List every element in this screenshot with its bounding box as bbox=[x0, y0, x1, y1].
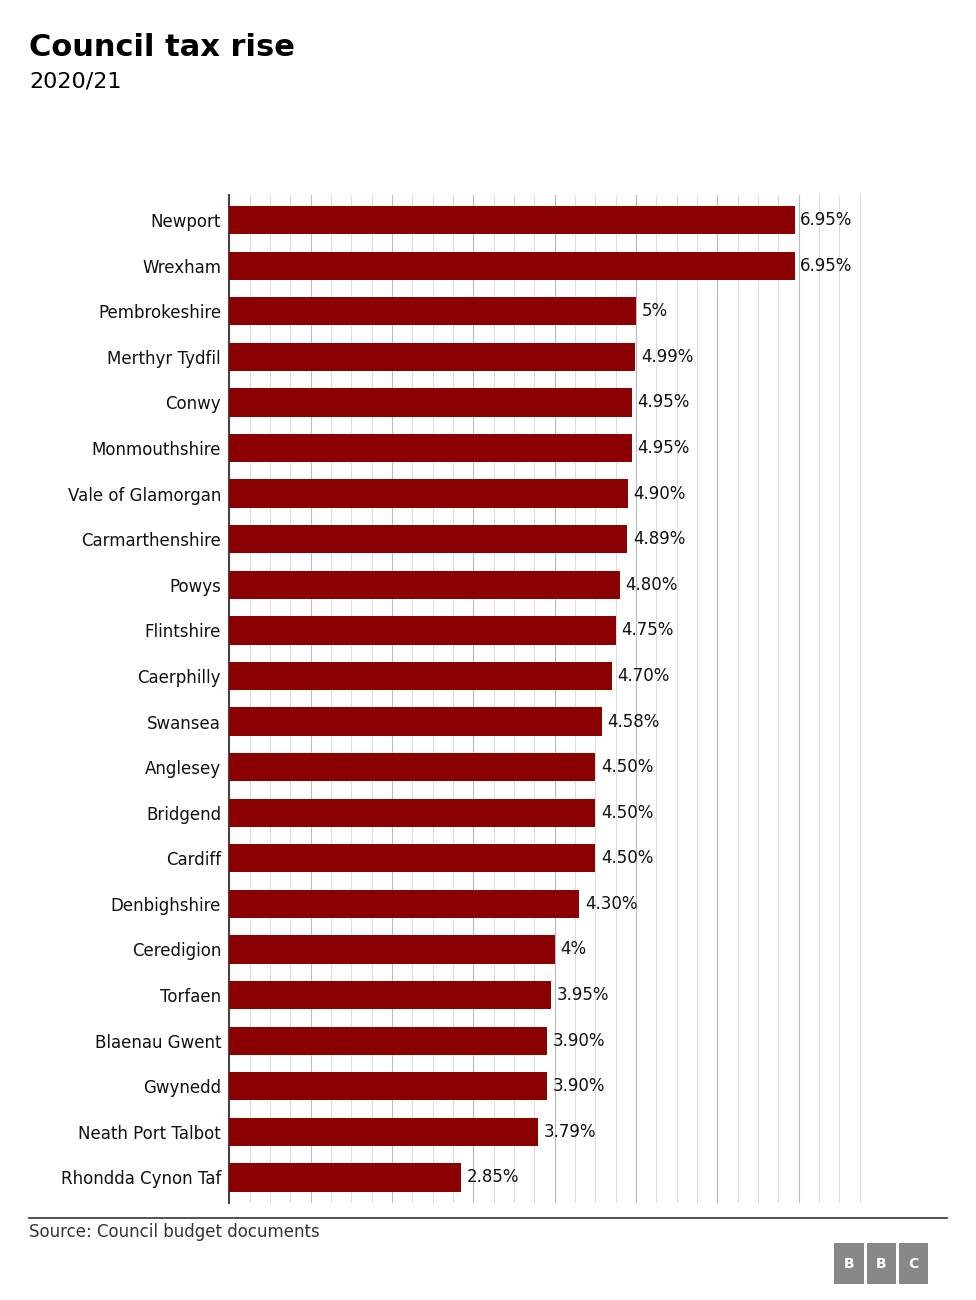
Text: 4.70%: 4.70% bbox=[618, 667, 670, 685]
Text: 4.75%: 4.75% bbox=[622, 621, 673, 640]
Bar bbox=[229, 1027, 547, 1054]
Bar bbox=[229, 1164, 462, 1192]
Text: 2020/21: 2020/21 bbox=[29, 72, 122, 91]
Text: 4.80%: 4.80% bbox=[626, 576, 677, 594]
Text: 4.90%: 4.90% bbox=[633, 485, 686, 503]
Text: B: B bbox=[876, 1257, 886, 1270]
Text: 6.95%: 6.95% bbox=[800, 256, 853, 274]
Text: 4.30%: 4.30% bbox=[585, 894, 637, 913]
Text: 2.85%: 2.85% bbox=[467, 1169, 519, 1187]
Text: Source: Council budget documents: Source: Council budget documents bbox=[29, 1223, 320, 1242]
Bar bbox=[229, 389, 632, 416]
Text: 4.99%: 4.99% bbox=[641, 348, 693, 365]
Bar bbox=[229, 434, 632, 462]
Text: 4.89%: 4.89% bbox=[632, 530, 685, 549]
Text: 3.90%: 3.90% bbox=[552, 1078, 605, 1095]
Text: 3.95%: 3.95% bbox=[556, 987, 609, 1004]
Bar bbox=[229, 571, 620, 599]
Bar bbox=[229, 982, 550, 1009]
Text: 4.95%: 4.95% bbox=[637, 394, 690, 411]
Text: Council tax rise: Council tax rise bbox=[29, 32, 295, 61]
Text: B: B bbox=[844, 1257, 854, 1270]
Bar bbox=[229, 343, 635, 370]
Text: 3.79%: 3.79% bbox=[544, 1123, 595, 1141]
Bar bbox=[229, 844, 595, 872]
Text: C: C bbox=[909, 1257, 918, 1270]
Bar bbox=[229, 753, 595, 781]
Bar bbox=[229, 616, 616, 645]
Bar bbox=[229, 889, 579, 918]
Text: 4.95%: 4.95% bbox=[637, 439, 690, 458]
Bar bbox=[229, 298, 636, 325]
Bar bbox=[229, 798, 595, 827]
Bar bbox=[229, 707, 602, 736]
Text: 6.95%: 6.95% bbox=[800, 211, 853, 229]
Text: 4.58%: 4.58% bbox=[607, 712, 660, 731]
Bar bbox=[229, 251, 794, 280]
Text: 4.50%: 4.50% bbox=[601, 849, 653, 867]
Bar bbox=[229, 936, 554, 963]
Text: 4.50%: 4.50% bbox=[601, 803, 653, 822]
Text: 5%: 5% bbox=[642, 303, 668, 320]
Text: 4%: 4% bbox=[560, 940, 587, 958]
Bar bbox=[229, 525, 628, 554]
Text: 4.50%: 4.50% bbox=[601, 758, 653, 776]
Bar bbox=[229, 205, 794, 234]
Bar bbox=[229, 662, 612, 690]
Bar bbox=[229, 480, 628, 508]
Text: 3.90%: 3.90% bbox=[552, 1032, 605, 1049]
Bar bbox=[229, 1072, 547, 1100]
Bar bbox=[229, 1118, 538, 1147]
